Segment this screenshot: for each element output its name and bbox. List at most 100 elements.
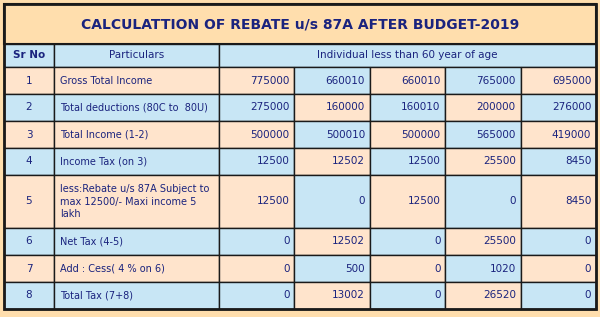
Text: 3: 3	[26, 130, 32, 139]
Text: 1: 1	[26, 75, 32, 86]
Text: 25500: 25500	[483, 236, 516, 247]
Bar	[219, 67, 295, 94]
Bar	[295, 255, 370, 282]
Text: 13002: 13002	[332, 290, 365, 301]
Text: Income Tax (on 3): Income Tax (on 3)	[60, 157, 147, 166]
Bar	[295, 148, 370, 175]
Text: 660010: 660010	[401, 75, 440, 86]
Text: 160000: 160000	[326, 102, 365, 113]
Text: 275000: 275000	[250, 102, 290, 113]
Text: less:Rebate u/s 87A Subject to
max 12500/- Maxi income 5
lakh: less:Rebate u/s 87A Subject to max 12500…	[60, 184, 209, 219]
Text: 1020: 1020	[490, 263, 516, 274]
Bar	[370, 67, 445, 94]
Bar	[54, 175, 219, 228]
Text: 8450: 8450	[565, 157, 591, 166]
Bar	[54, 67, 219, 94]
Bar	[4, 94, 54, 121]
Bar	[54, 94, 219, 121]
Text: 0: 0	[434, 290, 440, 301]
Bar	[295, 121, 370, 148]
Bar	[521, 94, 596, 121]
Bar	[4, 175, 54, 228]
Bar	[445, 175, 521, 228]
Bar	[295, 282, 370, 309]
Bar	[521, 121, 596, 148]
Bar	[219, 175, 295, 228]
Text: 276000: 276000	[552, 102, 591, 113]
Bar	[370, 148, 445, 175]
Bar	[4, 148, 54, 175]
Text: 500000: 500000	[250, 130, 290, 139]
Bar	[219, 255, 295, 282]
Bar	[4, 255, 54, 282]
Bar	[521, 148, 596, 175]
Bar	[445, 121, 521, 148]
Text: 0: 0	[584, 290, 591, 301]
Bar	[54, 44, 219, 67]
Bar	[54, 255, 219, 282]
Text: Sr No: Sr No	[13, 50, 45, 61]
Bar	[219, 282, 295, 309]
Text: 12500: 12500	[257, 197, 290, 206]
Bar	[445, 67, 521, 94]
Bar	[370, 282, 445, 309]
Bar	[445, 148, 521, 175]
Text: 12502: 12502	[332, 157, 365, 166]
Text: 5: 5	[26, 197, 32, 206]
Bar	[54, 121, 219, 148]
Text: 2: 2	[26, 102, 32, 113]
Bar	[445, 255, 521, 282]
Bar	[219, 44, 596, 67]
Bar	[445, 282, 521, 309]
Bar	[370, 255, 445, 282]
Text: 565000: 565000	[476, 130, 516, 139]
Bar	[445, 94, 521, 121]
Bar	[54, 228, 219, 255]
Text: 500010: 500010	[326, 130, 365, 139]
Bar	[295, 228, 370, 255]
Text: Total Income (1-2): Total Income (1-2)	[60, 130, 148, 139]
Text: Particulars: Particulars	[109, 50, 164, 61]
Text: 25500: 25500	[483, 157, 516, 166]
Text: 7: 7	[26, 263, 32, 274]
Bar	[219, 94, 295, 121]
Text: 0: 0	[584, 236, 591, 247]
Text: 12500: 12500	[257, 157, 290, 166]
Text: Gross Total Income: Gross Total Income	[60, 75, 152, 86]
Text: CALCULATTION OF REBATE u/s 87A AFTER BUDGET-2019: CALCULATTION OF REBATE u/s 87A AFTER BUD…	[81, 17, 519, 31]
Bar	[54, 282, 219, 309]
Bar	[370, 228, 445, 255]
Bar	[4, 67, 54, 94]
Text: Total deductions (80C to  80U): Total deductions (80C to 80U)	[60, 102, 208, 113]
Bar	[219, 148, 295, 175]
Bar	[521, 67, 596, 94]
Text: 695000: 695000	[552, 75, 591, 86]
Bar	[370, 175, 445, 228]
Bar	[4, 44, 54, 67]
Text: Add : Cess( 4 % on 6): Add : Cess( 4 % on 6)	[60, 263, 165, 274]
Text: 12500: 12500	[407, 157, 440, 166]
Bar	[4, 282, 54, 309]
Bar	[295, 175, 370, 228]
Text: 4: 4	[26, 157, 32, 166]
Text: 12502: 12502	[332, 236, 365, 247]
Text: 200000: 200000	[476, 102, 516, 113]
Text: 419000: 419000	[552, 130, 591, 139]
Text: 500000: 500000	[401, 130, 440, 139]
Text: 0: 0	[283, 236, 290, 247]
Text: 660010: 660010	[326, 75, 365, 86]
Text: 12500: 12500	[407, 197, 440, 206]
Text: 6: 6	[26, 236, 32, 247]
Text: 0: 0	[283, 290, 290, 301]
Bar	[4, 4, 596, 44]
Bar	[4, 228, 54, 255]
Bar	[4, 121, 54, 148]
Text: 0: 0	[509, 197, 516, 206]
Bar	[370, 121, 445, 148]
Text: 0: 0	[358, 197, 365, 206]
Text: 8450: 8450	[565, 197, 591, 206]
Text: 0: 0	[434, 236, 440, 247]
Bar	[295, 67, 370, 94]
Text: 0: 0	[283, 263, 290, 274]
Text: Individual less than 60 year of age: Individual less than 60 year of age	[317, 50, 498, 61]
